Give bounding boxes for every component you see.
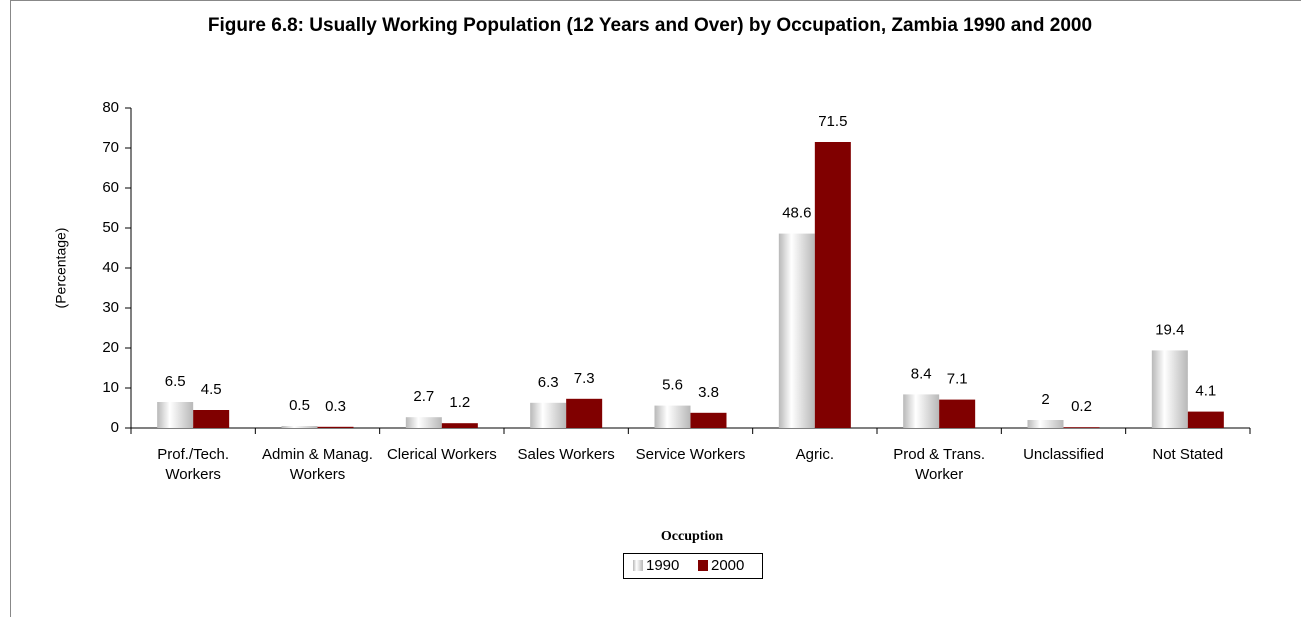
y-tick-label: 30 — [102, 299, 119, 316]
value-label: 2 — [1041, 391, 1049, 408]
legend-label: 1990 — [646, 557, 679, 574]
bar — [193, 410, 230, 428]
value-label: 71.5 — [818, 113, 847, 130]
bar — [157, 402, 194, 428]
bar — [530, 402, 567, 428]
legend-swatch — [633, 560, 643, 571]
y-tick-label: 50 — [102, 219, 119, 236]
value-label: 0.2 — [1071, 398, 1092, 415]
value-label: 7.1 — [947, 371, 968, 388]
y-tick-label: 40 — [102, 259, 119, 276]
value-label: 3.8 — [698, 384, 719, 401]
value-label: 4.1 — [1195, 383, 1216, 400]
bar — [1187, 411, 1224, 428]
y-tick-label: 0 — [111, 419, 119, 436]
bar — [281, 426, 318, 428]
y-tick-label: 80 — [102, 99, 119, 116]
bar — [778, 233, 815, 428]
bar — [317, 426, 354, 428]
value-label: 4.5 — [201, 381, 222, 398]
bar — [1063, 427, 1100, 428]
x-tick-label: Prof./Tech. Workers — [157, 446, 229, 483]
value-label: 19.4 — [1155, 321, 1184, 338]
bar — [1151, 350, 1188, 428]
bar — [939, 399, 976, 428]
legend-label: 2000 — [711, 557, 744, 574]
bar — [814, 142, 851, 428]
y-tick-label: 20 — [102, 339, 119, 356]
value-label: 6.3 — [538, 374, 559, 391]
value-label: 6.5 — [165, 373, 186, 390]
bar — [654, 405, 691, 428]
value-label: 1.2 — [449, 394, 470, 411]
x-tick-label: Service Workers — [635, 446, 746, 463]
value-label: 7.3 — [574, 370, 595, 387]
bar — [1027, 420, 1064, 428]
value-label: 48.6 — [782, 205, 811, 222]
y-tick-label: 70 — [102, 139, 119, 156]
bar — [690, 412, 727, 428]
x-tick-label: Prod & Trans. Worker — [893, 446, 986, 483]
x-tick-label: Admin & Manag. Workers — [262, 446, 373, 483]
value-label: 2.7 — [413, 388, 434, 405]
x-tick-label: Agric. — [795, 446, 834, 463]
value-label: 5.6 — [662, 377, 683, 394]
y-tick-label: 10 — [102, 379, 119, 396]
value-label: 8.4 — [911, 365, 932, 382]
bar — [566, 398, 603, 428]
y-axis-title: (Percentage) — [53, 228, 69, 309]
y-tick-label: 60 — [102, 179, 119, 196]
x-tick-label: Not Stated — [1152, 446, 1224, 463]
bar — [903, 394, 940, 428]
legend-swatch — [698, 560, 708, 571]
chart-title: Figure 6.8: Usually Working Population (… — [207, 15, 1093, 36]
legend-box — [623, 553, 763, 579]
bar — [405, 417, 442, 428]
x-axis-title: Occuption — [661, 529, 723, 544]
x-tick-label: Sales Workers — [517, 446, 615, 463]
bar — [441, 423, 478, 428]
value-label: 0.5 — [289, 397, 310, 414]
x-tick-label: Unclassified — [1023, 446, 1104, 463]
value-label: 0.3 — [325, 398, 346, 415]
x-tick-label: Clerical Workers — [386, 446, 497, 463]
